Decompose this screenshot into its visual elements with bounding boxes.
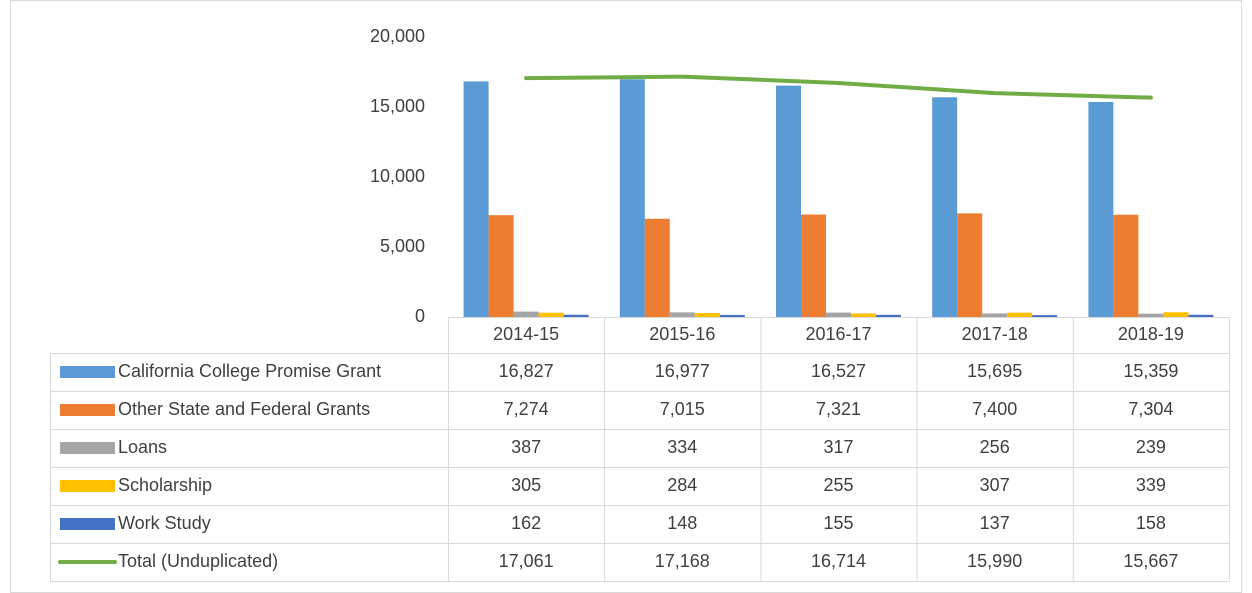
table-value: 387 (511, 437, 541, 457)
table-value: 16,977 (655, 361, 710, 381)
x-tick-label: 2015-16 (649, 324, 715, 344)
bar (669, 312, 695, 317)
x-tick-label: 2017-18 (962, 324, 1028, 344)
table-value: 307 (980, 475, 1010, 495)
table-value: 16,827 (499, 361, 554, 381)
bar (1188, 314, 1214, 317)
bar (644, 218, 670, 317)
x-tick-label: 2018-19 (1118, 324, 1184, 344)
table-value: 7,274 (504, 399, 549, 419)
table-value: 7,015 (660, 399, 705, 419)
line-series (524, 74, 1153, 100)
table-value: 7,321 (816, 399, 861, 419)
bar (463, 81, 489, 317)
table-value: 284 (667, 475, 697, 495)
bar (513, 311, 539, 317)
y-tick-label: 20,000 (370, 26, 425, 46)
table-value: 155 (823, 513, 853, 533)
bar (982, 313, 1008, 317)
table-value: 239 (1136, 437, 1166, 457)
x-tick-label: 2014-15 (493, 324, 559, 344)
table-value: 15,990 (967, 551, 1022, 571)
legend-label: Total (Unduplicated) (118, 551, 278, 571)
table-value: 255 (823, 475, 853, 495)
bar (1088, 101, 1114, 317)
table-value: 317 (823, 437, 853, 457)
bar (957, 213, 983, 317)
bar (563, 314, 589, 317)
legend-label: Scholarship (118, 475, 212, 495)
table-value: 15,667 (1123, 551, 1178, 571)
bar (1163, 312, 1189, 317)
table-value: 334 (667, 437, 697, 457)
table-value: 256 (980, 437, 1010, 457)
table-value: 16,714 (811, 551, 866, 571)
bar (776, 85, 801, 317)
table-value: 137 (980, 513, 1010, 533)
y-tick-label: 0 (415, 306, 425, 326)
bar (719, 314, 745, 317)
table-value: 158 (1136, 513, 1166, 533)
table-value: 339 (1136, 475, 1166, 495)
table-value: 7,304 (1128, 399, 1173, 419)
table-value: 162 (511, 513, 541, 533)
bar (619, 79, 645, 318)
legend-label: Loans (118, 437, 167, 457)
y-tick-label: 15,000 (370, 96, 425, 116)
legend-key (60, 366, 115, 378)
bar (801, 214, 826, 317)
table-value: 16,527 (811, 361, 866, 381)
table-value: 17,061 (499, 551, 554, 571)
table-value: 15,695 (967, 361, 1022, 381)
legend-label: California College Promise Grant (118, 361, 381, 381)
bar (538, 312, 564, 317)
bar (851, 313, 876, 317)
bar (1138, 313, 1164, 317)
legend-label: Work Study (118, 513, 211, 533)
bar (932, 97, 958, 318)
table-value: 148 (667, 513, 697, 533)
bar (876, 314, 901, 317)
table-value: 305 (511, 475, 541, 495)
legend-key (60, 404, 115, 416)
legend-key (60, 442, 115, 454)
y-tick-label: 10,000 (370, 166, 425, 186)
bar (1113, 214, 1139, 317)
bar (488, 215, 514, 317)
legend-label: Other State and Federal Grants (118, 399, 370, 419)
legend-key (60, 518, 115, 530)
table-value: 15,359 (1123, 361, 1178, 381)
legend-key (60, 480, 115, 492)
x-tick-label: 2016-17 (805, 324, 871, 344)
bar (694, 313, 720, 317)
bar (1032, 315, 1058, 317)
y-tick-label: 5,000 (380, 236, 425, 256)
bar (1007, 312, 1033, 317)
table-value: 17,168 (655, 551, 710, 571)
table-value: 7,400 (972, 399, 1017, 419)
bar (826, 312, 851, 317)
